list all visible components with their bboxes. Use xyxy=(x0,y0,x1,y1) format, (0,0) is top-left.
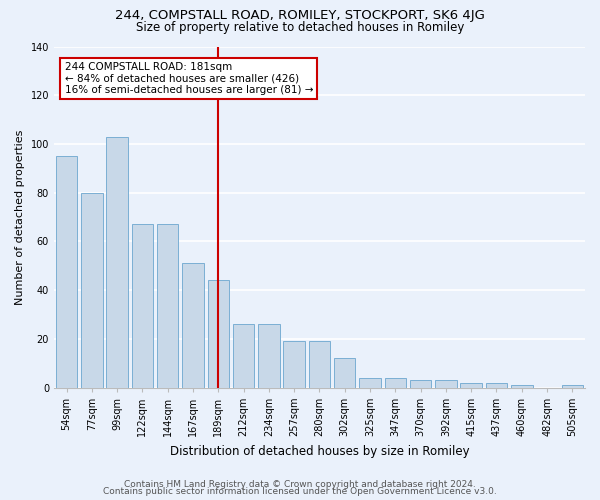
Bar xyxy=(359,378,381,388)
Bar xyxy=(486,383,507,388)
Text: 244 COMPSTALL ROAD: 181sqm
← 84% of detached houses are smaller (426)
16% of sem: 244 COMPSTALL ROAD: 181sqm ← 84% of deta… xyxy=(65,62,313,95)
Bar xyxy=(81,192,103,388)
Text: Contains HM Land Registry data © Crown copyright and database right 2024.: Contains HM Land Registry data © Crown c… xyxy=(124,480,476,489)
Text: 244, COMPSTALL ROAD, ROMILEY, STOCKPORT, SK6 4JG: 244, COMPSTALL ROAD, ROMILEY, STOCKPORT,… xyxy=(115,9,485,22)
Bar xyxy=(511,385,533,388)
Bar xyxy=(258,324,280,388)
Bar xyxy=(334,358,355,388)
Bar xyxy=(460,383,482,388)
Bar xyxy=(106,136,128,388)
Bar xyxy=(157,224,178,388)
Bar xyxy=(208,280,229,388)
Text: Size of property relative to detached houses in Romiley: Size of property relative to detached ho… xyxy=(136,21,464,34)
Bar xyxy=(182,264,204,388)
Bar xyxy=(435,380,457,388)
Bar xyxy=(56,156,77,388)
Bar xyxy=(309,342,330,388)
Bar xyxy=(283,342,305,388)
Y-axis label: Number of detached properties: Number of detached properties xyxy=(15,130,25,305)
Bar xyxy=(385,378,406,388)
Bar xyxy=(131,224,153,388)
Bar xyxy=(410,380,431,388)
Text: Contains public sector information licensed under the Open Government Licence v3: Contains public sector information licen… xyxy=(103,487,497,496)
X-axis label: Distribution of detached houses by size in Romiley: Distribution of detached houses by size … xyxy=(170,444,469,458)
Bar xyxy=(562,385,583,388)
Bar xyxy=(233,324,254,388)
